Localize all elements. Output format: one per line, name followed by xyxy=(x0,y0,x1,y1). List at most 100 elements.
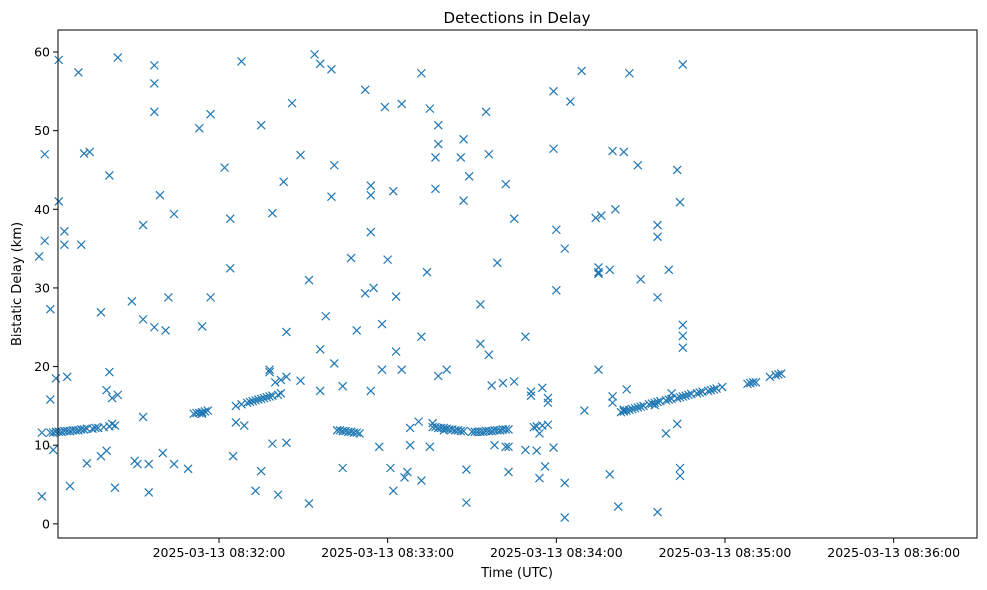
detection-point xyxy=(102,385,111,395)
detection-point xyxy=(549,86,558,96)
detection-point xyxy=(34,252,44,261)
detection-point xyxy=(560,478,570,488)
track-point xyxy=(771,370,781,380)
track-point xyxy=(459,426,468,436)
detection-point xyxy=(591,213,601,223)
detection-point xyxy=(374,442,384,452)
detection-point xyxy=(366,227,376,237)
detection-point xyxy=(594,365,603,375)
detection-point xyxy=(48,445,58,455)
detection-point xyxy=(416,68,426,78)
detection-point xyxy=(678,60,688,70)
detection-point xyxy=(667,388,677,398)
detection-point xyxy=(327,64,336,74)
detection-point xyxy=(672,419,682,429)
track-point xyxy=(675,392,685,402)
track-point xyxy=(678,392,688,401)
detection-point xyxy=(267,439,277,449)
detection-point xyxy=(414,417,424,427)
track-point xyxy=(619,406,629,416)
detection-point xyxy=(231,417,241,427)
detection-point xyxy=(37,428,47,438)
track-point xyxy=(743,379,752,389)
y-tick-label: 20 xyxy=(34,359,50,374)
track-point xyxy=(633,403,643,412)
track-point xyxy=(543,420,553,430)
track-point xyxy=(776,369,786,379)
detection-point xyxy=(461,465,471,475)
detection-point xyxy=(619,405,629,415)
detection-point xyxy=(535,428,544,438)
detection-point xyxy=(315,59,325,69)
detection-point xyxy=(110,483,120,493)
detection-point xyxy=(104,171,114,180)
detection-point xyxy=(504,467,513,477)
detection-point xyxy=(509,214,519,224)
detection-point xyxy=(664,265,674,275)
detection-point xyxy=(532,446,542,456)
detection-point xyxy=(40,236,50,246)
detection-point xyxy=(459,196,468,206)
detection-point xyxy=(282,327,291,337)
detection-point xyxy=(366,386,376,396)
detection-point xyxy=(484,149,494,159)
detection-point xyxy=(653,292,662,302)
detection-point xyxy=(265,367,275,377)
detection-point xyxy=(51,373,61,383)
track-point xyxy=(703,386,713,396)
detection-point xyxy=(163,292,173,302)
y-axis-ticks: 0 10 20 30 40 50 60 xyxy=(34,45,58,531)
detection-point xyxy=(220,163,230,173)
detection-point xyxy=(380,102,390,112)
detection-point xyxy=(256,120,266,130)
detection-point xyxy=(113,390,123,400)
detection-point xyxy=(37,491,47,501)
detection-point xyxy=(228,451,238,461)
detection-point xyxy=(653,507,662,517)
track-point xyxy=(253,395,263,405)
track-point xyxy=(684,390,693,400)
detection-point xyxy=(360,85,370,95)
detection-point xyxy=(144,459,154,469)
detection-point xyxy=(605,469,615,479)
detection-point xyxy=(675,463,685,473)
detection-point xyxy=(526,391,536,401)
detection-point xyxy=(549,144,558,154)
detection-point xyxy=(282,372,291,382)
detection-point xyxy=(608,398,617,408)
detection-point xyxy=(225,263,235,273)
detection-point xyxy=(425,442,435,452)
y-tick-label: 50 xyxy=(34,123,50,138)
detection-point xyxy=(194,123,204,133)
track-point xyxy=(692,388,702,398)
detection-point xyxy=(619,147,629,157)
detection-point xyxy=(225,214,235,224)
track-point xyxy=(273,390,283,400)
detection-point xyxy=(183,464,193,474)
track-point xyxy=(748,377,758,387)
track-point xyxy=(712,384,721,394)
detection-point xyxy=(82,458,92,468)
detection-point xyxy=(461,498,471,508)
detection-point xyxy=(481,107,491,117)
detection-point xyxy=(40,149,50,159)
detection-point xyxy=(605,265,615,275)
detection-point xyxy=(594,267,603,277)
detection-point xyxy=(158,448,168,458)
detection-point xyxy=(388,486,398,496)
detection-point xyxy=(138,220,148,230)
track-point xyxy=(90,423,100,433)
track-point xyxy=(248,396,258,406)
track-point xyxy=(751,377,761,387)
track-point xyxy=(661,395,671,405)
detection-point xyxy=(273,490,283,500)
detection-point xyxy=(104,367,114,377)
detection-point xyxy=(138,314,148,324)
track-point xyxy=(231,401,241,411)
detection-point xyxy=(613,502,623,511)
detection-point xyxy=(433,120,443,130)
x-tick-label: 2025-03-13 08:36:00 xyxy=(827,545,960,560)
detection-point xyxy=(487,381,497,390)
detection-point xyxy=(237,57,246,66)
